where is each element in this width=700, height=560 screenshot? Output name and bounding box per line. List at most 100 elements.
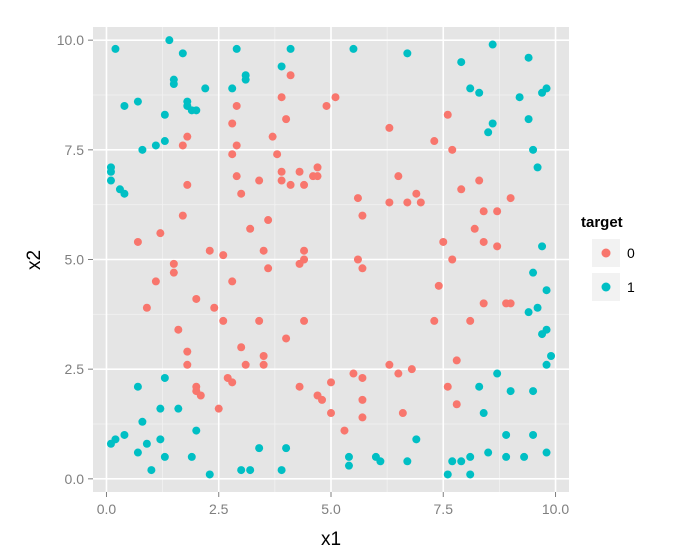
data-point-target-0: [246, 224, 255, 233]
y-tick-label: 0.0: [65, 471, 85, 487]
y-tick-label: 5.0: [65, 252, 85, 268]
data-point-target-0: [385, 123, 394, 132]
data-point-target-0: [506, 194, 515, 203]
legend-label-1: 1: [627, 279, 635, 295]
data-point-target-0: [331, 93, 340, 102]
data-point-target-1: [192, 106, 201, 115]
data-point-target-0: [493, 242, 502, 251]
data-point-target-1: [542, 286, 551, 295]
data-point-target-0: [300, 316, 309, 325]
data-point-target-0: [259, 360, 268, 369]
data-point-target-1: [484, 128, 493, 137]
data-point-target-1: [174, 404, 183, 413]
data-point-target-0: [448, 145, 457, 154]
data-point-target-1: [187, 452, 196, 461]
data-point-target-0: [398, 409, 407, 418]
data-point-target-0: [353, 255, 362, 264]
data-point-target-1: [237, 466, 246, 475]
data-point-target-1: [282, 444, 291, 453]
data-point-target-0: [318, 395, 327, 404]
data-point-target-0: [219, 316, 228, 325]
data-point-target-0: [448, 255, 457, 264]
data-point-target-1: [156, 435, 165, 444]
data-point-target-0: [466, 316, 475, 325]
data-point-target-1: [524, 308, 533, 317]
data-point-target-1: [533, 303, 542, 312]
data-point-target-0: [358, 373, 367, 382]
data-point-target-0: [183, 360, 192, 369]
data-points: [106, 36, 556, 479]
data-point-target-0: [493, 207, 502, 216]
data-point-target-1: [133, 448, 142, 457]
legend-label-0: 0: [627, 245, 635, 261]
data-point-target-0: [416, 198, 425, 207]
data-point-target-1: [111, 435, 120, 444]
data-point-target-0: [479, 299, 488, 308]
y-tick-label: 2.5: [65, 361, 85, 377]
data-point-target-0: [156, 229, 165, 238]
data-point-target-0: [385, 198, 394, 207]
data-point-target-0: [264, 216, 273, 225]
data-point-target-0: [353, 194, 362, 203]
data-point-target-1: [488, 40, 497, 49]
data-point-target-1: [506, 387, 515, 396]
data-point-target-0: [479, 237, 488, 246]
data-point-target-1: [479, 409, 488, 418]
data-point-target-0: [232, 101, 241, 110]
data-point-target-0: [349, 369, 358, 378]
data-point-target-1: [165, 36, 174, 45]
data-point-target-0: [300, 255, 309, 264]
data-point-target-1: [488, 119, 497, 128]
data-point-target-1: [106, 176, 115, 185]
data-point-target-0: [183, 132, 192, 141]
y-axis-title: x2: [24, 250, 45, 270]
data-point-target-0: [277, 167, 286, 176]
data-point-target-1: [138, 417, 147, 426]
data-point-target-1: [349, 44, 358, 53]
data-point-target-1: [344, 461, 353, 470]
data-point-target-0: [358, 264, 367, 273]
data-point-target-1: [443, 470, 452, 479]
data-point-target-1: [111, 44, 120, 53]
data-point-target-1: [484, 448, 493, 457]
data-point-target-0: [255, 176, 264, 185]
data-point-target-0: [241, 360, 250, 369]
x-axis-title: x1: [321, 529, 341, 550]
data-point-target-0: [277, 176, 286, 185]
data-point-target-1: [493, 369, 502, 378]
data-point-target-0: [259, 352, 268, 361]
data-point-target-0: [174, 325, 183, 334]
data-point-target-0: [475, 176, 484, 185]
data-point-target-1: [160, 110, 169, 119]
x-tick-label: 5.0: [321, 501, 341, 517]
data-point-target-1: [138, 145, 147, 154]
legend-marker-0: [601, 248, 611, 258]
data-point-target-1: [529, 268, 538, 277]
data-point-target-0: [443, 382, 452, 391]
data-point-target-0: [443, 110, 452, 119]
data-point-target-1: [466, 84, 475, 93]
data-point-target-1: [160, 373, 169, 382]
data-point-target-1: [529, 430, 538, 439]
legend-marker-1: [601, 282, 611, 292]
data-point-target-0: [300, 180, 309, 189]
data-point-target-1: [412, 435, 421, 444]
data-point-target-0: [178, 211, 187, 220]
data-point-target-1: [376, 457, 385, 466]
data-point-target-1: [255, 444, 264, 453]
data-point-target-0: [439, 237, 448, 246]
data-point-target-1: [147, 466, 156, 475]
data-point-target-0: [407, 365, 416, 374]
data-point-target-0: [430, 316, 439, 325]
data-point-target-1: [232, 44, 241, 53]
data-point-target-1: [538, 242, 547, 251]
data-point-target-0: [133, 237, 142, 246]
data-point-target-1: [542, 84, 551, 93]
data-point-target-0: [259, 246, 268, 255]
data-point-target-0: [237, 189, 246, 198]
data-point-target-1: [228, 84, 237, 93]
data-point-target-1: [529, 145, 538, 154]
data-point-target-1: [448, 457, 457, 466]
data-point-target-1: [475, 382, 484, 391]
